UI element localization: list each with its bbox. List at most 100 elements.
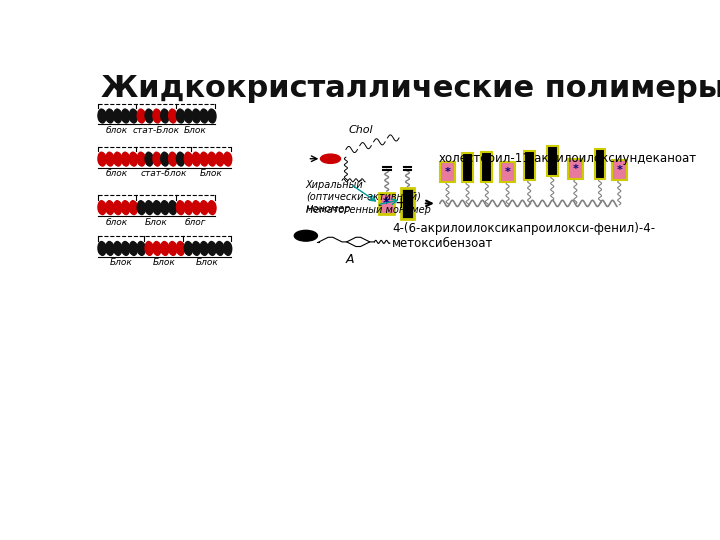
Ellipse shape	[154, 201, 161, 214]
Ellipse shape	[114, 109, 120, 122]
FancyBboxPatch shape	[401, 188, 414, 219]
Ellipse shape	[168, 241, 176, 254]
Text: блок: блок	[106, 126, 128, 135]
Ellipse shape	[161, 201, 168, 214]
Ellipse shape	[217, 242, 224, 255]
FancyBboxPatch shape	[462, 153, 473, 182]
Ellipse shape	[186, 242, 192, 255]
Text: Блок: Блок	[153, 259, 175, 267]
Ellipse shape	[161, 109, 168, 122]
Ellipse shape	[114, 110, 122, 123]
Ellipse shape	[161, 241, 168, 254]
Ellipse shape	[138, 152, 144, 165]
Ellipse shape	[192, 241, 199, 254]
Ellipse shape	[107, 110, 114, 123]
Ellipse shape	[138, 110, 145, 123]
Ellipse shape	[294, 231, 318, 241]
FancyBboxPatch shape	[567, 159, 583, 179]
Text: Хиральный
(оптически-активный)
мономер: Хиральный (оптически-активный) мономер	[306, 180, 420, 213]
FancyBboxPatch shape	[611, 160, 627, 180]
Ellipse shape	[114, 201, 120, 214]
Ellipse shape	[114, 153, 122, 166]
FancyBboxPatch shape	[482, 152, 492, 181]
Text: холестерил-11-акрилоилоксиундеканоат: холестерил-11-акрилоилоксиундеканоат	[438, 152, 696, 165]
Ellipse shape	[186, 110, 192, 123]
Ellipse shape	[200, 109, 207, 122]
Ellipse shape	[194, 153, 200, 166]
Ellipse shape	[176, 241, 184, 254]
Ellipse shape	[138, 242, 145, 255]
Ellipse shape	[122, 110, 130, 123]
Ellipse shape	[99, 242, 106, 255]
Ellipse shape	[186, 153, 192, 166]
Ellipse shape	[122, 241, 128, 254]
Ellipse shape	[145, 241, 152, 254]
Text: Нематогенный мономер: Нематогенный мономер	[306, 205, 431, 215]
Text: Блок: Блок	[199, 169, 222, 178]
Ellipse shape	[192, 201, 199, 214]
Text: *: *	[616, 165, 622, 175]
Ellipse shape	[114, 152, 120, 165]
Ellipse shape	[209, 153, 216, 166]
Text: Chol: Chol	[349, 125, 374, 135]
Text: Блок: Блок	[196, 259, 218, 267]
Ellipse shape	[208, 241, 215, 254]
Text: Блок: Блок	[109, 259, 132, 267]
Ellipse shape	[130, 153, 138, 166]
Ellipse shape	[122, 201, 128, 214]
Ellipse shape	[146, 110, 153, 123]
Ellipse shape	[170, 242, 176, 255]
Text: *: *	[572, 165, 578, 174]
FancyBboxPatch shape	[523, 151, 534, 180]
Ellipse shape	[224, 241, 230, 254]
Ellipse shape	[192, 152, 199, 165]
Ellipse shape	[114, 201, 122, 214]
Ellipse shape	[194, 110, 200, 123]
Ellipse shape	[154, 110, 161, 123]
Ellipse shape	[130, 152, 136, 165]
Ellipse shape	[130, 110, 138, 123]
Ellipse shape	[170, 110, 176, 123]
Ellipse shape	[145, 152, 152, 165]
Ellipse shape	[320, 154, 341, 164]
Ellipse shape	[130, 201, 138, 214]
Ellipse shape	[122, 242, 130, 255]
Ellipse shape	[194, 242, 200, 255]
Text: Блок: Блок	[145, 218, 167, 227]
Ellipse shape	[209, 242, 216, 255]
Ellipse shape	[168, 109, 176, 122]
Ellipse shape	[107, 242, 114, 255]
Ellipse shape	[217, 153, 224, 166]
Ellipse shape	[138, 201, 144, 214]
Text: блок: блок	[106, 169, 128, 178]
Ellipse shape	[146, 242, 153, 255]
Ellipse shape	[208, 201, 215, 214]
Ellipse shape	[176, 152, 184, 165]
Ellipse shape	[145, 109, 152, 122]
Ellipse shape	[162, 110, 169, 123]
Ellipse shape	[162, 242, 169, 255]
Ellipse shape	[192, 109, 199, 122]
Ellipse shape	[122, 152, 128, 165]
Ellipse shape	[224, 152, 230, 165]
Ellipse shape	[154, 153, 161, 166]
FancyBboxPatch shape	[379, 193, 395, 214]
Text: блог: блог	[184, 218, 206, 227]
Ellipse shape	[99, 110, 106, 123]
Ellipse shape	[99, 201, 106, 214]
Ellipse shape	[208, 152, 215, 165]
Ellipse shape	[130, 242, 138, 255]
Text: стат-блок: стат-блок	[140, 169, 187, 178]
FancyBboxPatch shape	[440, 162, 455, 182]
Text: A: A	[346, 253, 354, 266]
Ellipse shape	[114, 241, 120, 254]
Ellipse shape	[98, 152, 105, 165]
Ellipse shape	[99, 153, 106, 166]
Ellipse shape	[170, 153, 176, 166]
Ellipse shape	[138, 153, 145, 166]
Ellipse shape	[225, 153, 232, 166]
Ellipse shape	[209, 110, 216, 123]
Ellipse shape	[106, 152, 113, 165]
Ellipse shape	[98, 109, 105, 122]
Ellipse shape	[138, 201, 145, 214]
